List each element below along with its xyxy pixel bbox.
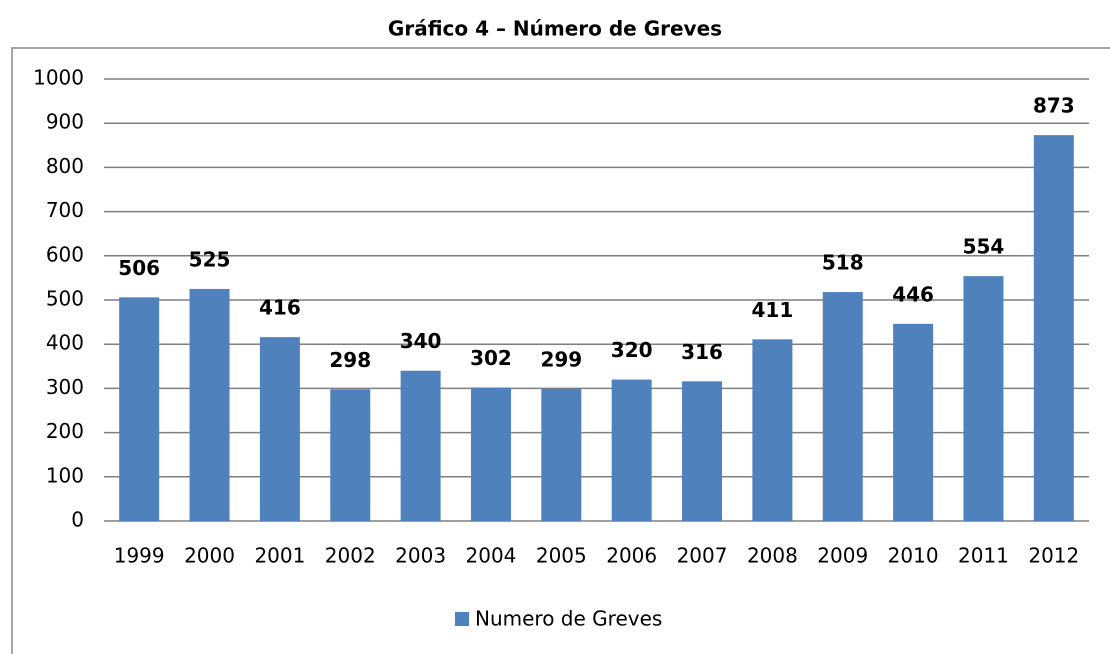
y-tick-label: 1000 bbox=[33, 66, 84, 90]
x-tick-label: 2012 bbox=[1028, 544, 1079, 568]
bar bbox=[470, 387, 511, 521]
y-tick-label: 0 bbox=[71, 508, 84, 532]
data-label: 411 bbox=[752, 298, 794, 322]
x-tick-label: 2011 bbox=[958, 544, 1009, 568]
y-tick-label: 100 bbox=[46, 463, 84, 487]
y-tick-label: 600 bbox=[46, 242, 84, 266]
x-tick-label: 2002 bbox=[325, 544, 376, 568]
data-label: 518 bbox=[822, 251, 864, 275]
bar bbox=[259, 337, 300, 521]
data-label: 506 bbox=[118, 256, 160, 280]
data-label: 316 bbox=[681, 340, 723, 364]
bar bbox=[682, 381, 723, 521]
y-tick-label: 700 bbox=[46, 198, 84, 222]
x-tick-label: 2006 bbox=[606, 544, 657, 568]
y-tick-label: 900 bbox=[46, 110, 84, 134]
bar bbox=[893, 323, 934, 521]
y-tick-label: 800 bbox=[46, 154, 84, 178]
data-label: 340 bbox=[400, 329, 442, 353]
bar bbox=[1033, 135, 1074, 521]
y-tick-label: 400 bbox=[46, 331, 84, 355]
bar bbox=[963, 276, 1004, 521]
legend-label: Numero de Greves bbox=[475, 607, 662, 631]
bar bbox=[189, 288, 230, 521]
chart-title: Gráfico 4 – Número de Greves bbox=[388, 17, 722, 41]
x-tick-label: 2004 bbox=[466, 544, 517, 568]
x-tick-label: 2008 bbox=[747, 544, 798, 568]
bar bbox=[119, 297, 160, 521]
bar bbox=[611, 379, 652, 521]
data-label: 298 bbox=[329, 348, 371, 372]
data-label: 554 bbox=[963, 235, 1005, 259]
y-tick-label: 200 bbox=[46, 419, 84, 443]
bar bbox=[752, 339, 793, 521]
x-tick-label: 2001 bbox=[254, 544, 305, 568]
x-tick-label: 1999 bbox=[114, 544, 165, 568]
x-tick-label: 2000 bbox=[184, 544, 235, 568]
chart-border bbox=[11, 47, 1110, 654]
y-tick-label: 300 bbox=[46, 375, 84, 399]
y-tick-label: 500 bbox=[46, 287, 84, 311]
data-label: 320 bbox=[611, 338, 653, 362]
bar bbox=[400, 370, 441, 521]
data-label: 299 bbox=[540, 347, 582, 371]
bar bbox=[541, 388, 582, 521]
bar bbox=[822, 292, 863, 521]
data-label: 446 bbox=[892, 282, 934, 306]
x-tick-label: 2003 bbox=[395, 544, 446, 568]
data-label: 302 bbox=[470, 346, 512, 370]
x-tick-label: 2007 bbox=[677, 544, 728, 568]
x-tick-label: 2009 bbox=[817, 544, 868, 568]
bar bbox=[330, 389, 371, 521]
x-tick-label: 2005 bbox=[536, 544, 587, 568]
x-tick-label: 2010 bbox=[888, 544, 939, 568]
data-label: 416 bbox=[259, 296, 301, 320]
data-label: 525 bbox=[189, 247, 231, 271]
data-label: 873 bbox=[1033, 94, 1075, 118]
legend-swatch bbox=[455, 612, 469, 626]
